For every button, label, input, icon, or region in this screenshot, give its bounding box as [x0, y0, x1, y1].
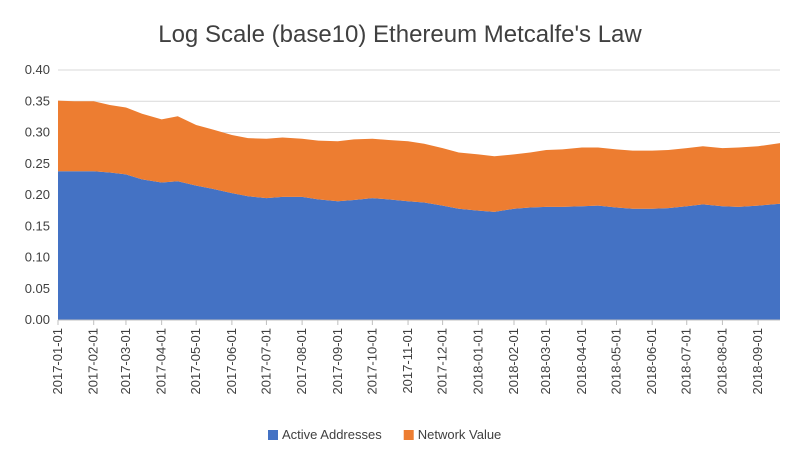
- x-tick-label: 2018-02-01: [506, 328, 521, 395]
- x-tick-label: 2018-09-01: [750, 328, 765, 395]
- x-tick-label: 2017-06-01: [224, 328, 239, 395]
- y-tick-label: 0.30: [25, 125, 50, 140]
- x-tick-label: 2017-02-01: [86, 328, 101, 395]
- y-tick-label: 0.05: [25, 281, 50, 296]
- y-tick-label: 0.15: [25, 218, 50, 233]
- x-tick-label: 2018-01-01: [470, 328, 485, 395]
- legend-label: Active Addresses: [282, 427, 382, 442]
- legend-swatch: [268, 430, 278, 440]
- y-tick-label: 0.10: [25, 250, 50, 265]
- x-tick-label: 2018-06-01: [644, 328, 659, 395]
- y-axis-ticks: 0.00 0.05 0.10 0.15 0.20 0.25 0.30 0.35 0.40: [25, 62, 50, 327]
- y-tick-label: 0.35: [25, 93, 50, 108]
- x-tick-label: 2017-07-01: [258, 328, 273, 395]
- x-tick-label: 2017-12-01: [435, 328, 450, 395]
- x-tick-label: 2017-09-01: [330, 328, 345, 395]
- area-series: [58, 100, 780, 320]
- y-tick-label: 0.40: [25, 62, 50, 77]
- y-tick-label: 0.00: [25, 312, 50, 327]
- area-active-addresses: [58, 171, 780, 320]
- x-tick-label: 2017-08-01: [294, 328, 309, 395]
- x-tick-label: 2017-04-01: [154, 328, 169, 395]
- x-axis-ticks: 2017-01-01 2017-02-01 2017-03-01 2017-04-01…: [50, 320, 765, 395]
- x-tick-label: 2018-04-01: [574, 328, 589, 395]
- legend-swatch: [403, 430, 414, 440]
- x-tick-label: 2018-03-01: [538, 328, 553, 395]
- x-tick-label: 2018-07-01: [679, 328, 694, 395]
- x-tick-label: 2018-05-01: [608, 328, 623, 395]
- x-tick-label: 2017-01-01: [50, 328, 65, 395]
- chart-title: Log Scale (base10) Ethereum Metcalfe's L…: [158, 21, 642, 48]
- x-tick-label: 2017-10-01: [364, 328, 379, 395]
- area-network-value: [58, 100, 780, 212]
- x-tick-label: 2017-03-01: [118, 328, 133, 395]
- x-tick-label: 2017-11-01: [400, 328, 415, 394]
- legend-label: Network Value: [418, 427, 502, 442]
- x-tick-label: 2018-08-01: [714, 328, 729, 395]
- y-tick-label: 0.20: [25, 187, 50, 202]
- y-tick-label: 0.25: [25, 156, 50, 171]
- legend: Active Addresses Network Value: [268, 427, 501, 442]
- x-tick-label: 2017-05-01: [188, 328, 203, 395]
